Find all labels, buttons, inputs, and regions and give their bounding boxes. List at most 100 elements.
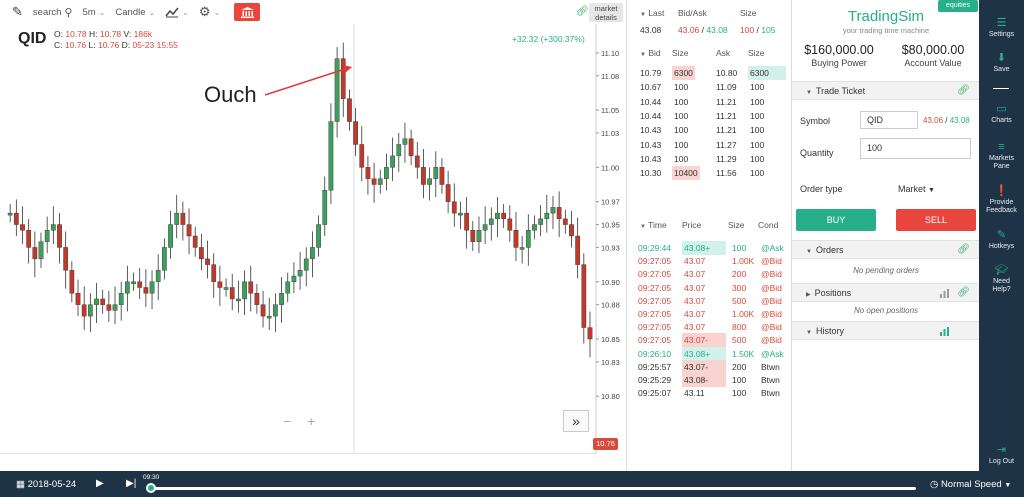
nav-charts[interactable]: ▭ Charts xyxy=(979,103,1024,125)
speed-selector[interactable]: ◷ Normal Speed ▼ xyxy=(930,479,1011,490)
nav-hotkeys[interactable]: ✎ Hotkeys xyxy=(979,229,1024,251)
nav-markets-label-1: Markets xyxy=(989,155,1014,162)
price-chart[interactable]: 11.10 11.08 11.05 11.03 11.00 10.97 10.95 10.93… xyxy=(0,24,627,454)
nav-markets-label-2: Pane xyxy=(993,163,1010,170)
pencil-icon[interactable]: ✎ xyxy=(12,4,23,19)
book-ask: 11.56 xyxy=(716,168,737,179)
buy-button[interactable]: BUY xyxy=(796,209,876,231)
interval-dropdown[interactable]: 5m ⌄ xyxy=(82,7,105,18)
nav-help[interactable]: 🎓︎ Need Help? xyxy=(979,264,1024,294)
candle-body xyxy=(408,138,414,157)
caret-down-icon: ▼ xyxy=(1004,482,1012,489)
trade-time: 09:27:05 xyxy=(638,335,672,346)
search-control[interactable]: search ⚲ xyxy=(33,6,73,19)
link-icon[interactable]: 🔗︎ xyxy=(957,85,970,96)
chart-settings-dropdown[interactable]: ⚙ ⌄ xyxy=(199,4,220,20)
bank-button[interactable] xyxy=(234,3,261,21)
symbol-input[interactable]: QID xyxy=(860,111,918,129)
candle-body xyxy=(260,304,266,317)
book-bid: 10.43 xyxy=(640,139,662,150)
y-tick-label: 10.97 xyxy=(601,198,620,207)
caret-down-icon: ▼ xyxy=(928,187,935,194)
bid-ask-header: Bid/Ask xyxy=(678,8,707,18)
collapse-triangle-icon[interactable]: ▼ xyxy=(640,12,646,18)
orders-section-header[interactable]: ▼ Orders 🔗︎ xyxy=(792,240,980,259)
trade-row: 09:25:57 43.07- 200 Btwn xyxy=(628,359,790,374)
nav-markets-pane[interactable]: ≡ Markets Pane xyxy=(979,141,1024,171)
indicators-dropdown[interactable]: ⌄ xyxy=(165,7,189,18)
orders-label: Orders xyxy=(815,245,844,255)
symbol-quote-separator: / xyxy=(943,116,950,125)
positions-section-header[interactable]: ▶ Positions 🔗︎ xyxy=(792,283,980,302)
candlestick-chart[interactable]: 11.10 11.08 11.05 11.03 11.00 10.97 10.95 10.93… xyxy=(0,24,627,454)
candle-body xyxy=(44,230,50,242)
nav-feedback[interactable]: ❗ Provide Feedback xyxy=(979,185,1024,215)
candle-body xyxy=(328,121,334,191)
nav-charts-label: Charts xyxy=(991,117,1012,124)
trade-ticket-label: Trade Ticket xyxy=(815,86,866,96)
link-icon[interactable]: 🔗︎ xyxy=(957,244,970,255)
trade-size: 800 xyxy=(732,322,747,333)
fast-forward-button[interactable]: » xyxy=(563,410,589,432)
search-icon[interactable]: ⚲ xyxy=(64,6,73,19)
ohlc-line-1: O: 10.78 H: 10.78 V: 186k xyxy=(54,29,178,40)
nav-logout[interactable]: ⇥ Log Out xyxy=(979,444,1024,466)
order-type-select[interactable]: Market ▼ xyxy=(898,184,935,194)
trade-price: 43.07- xyxy=(682,333,726,348)
market-details-button[interactable]: market details xyxy=(589,3,623,22)
save-icon: ⬇ xyxy=(996,52,1007,64)
y-tick-label: 10.85 xyxy=(601,335,620,344)
trade-ticket-section-header[interactable]: ▼ Trade Ticket 🔗︎ xyxy=(792,81,980,100)
nav-save-label: Save xyxy=(993,66,1010,73)
candle-body xyxy=(63,247,69,271)
step-forward-icon[interactable]: ▶| xyxy=(126,478,137,489)
playback-track[interactable] xyxy=(150,487,916,490)
bar-chart-icon[interactable] xyxy=(940,289,950,298)
candle-body xyxy=(199,247,204,260)
candle-body xyxy=(69,270,75,294)
trade-price: 43.07 xyxy=(684,309,706,319)
candle-body xyxy=(365,167,371,179)
playback-scrubber[interactable] xyxy=(146,483,156,493)
trade-cond: Btwn xyxy=(761,361,780,372)
link-icon[interactable]: 🔗︎ xyxy=(957,287,970,298)
candle-body xyxy=(155,270,161,282)
playback-date[interactable]: ▦ 2018-05-24 xyxy=(16,479,76,490)
zoom-out-button[interactable]: − xyxy=(283,413,292,429)
zoom-in-button[interactable]: + xyxy=(307,413,316,429)
nav-save[interactable]: ⬇ Save xyxy=(979,52,1024,74)
ts-size-header: Size xyxy=(728,220,745,230)
collapse-triangle-icon[interactable]: ▼ xyxy=(640,52,646,58)
quantity-input[interactable]: 100 xyxy=(860,138,971,159)
low-value: 10.76 xyxy=(98,40,120,50)
candle-body xyxy=(488,218,494,225)
history-section-header[interactable]: ▼ History xyxy=(792,321,980,340)
candle-body xyxy=(340,58,346,99)
link-icon[interactable]: 🔗︎ xyxy=(576,6,589,17)
book-ask: 10.80 xyxy=(716,68,738,78)
candle-body xyxy=(501,212,506,220)
candle-body xyxy=(211,264,217,282)
size-separator: / xyxy=(754,25,762,35)
trade-time: 09:26:10 xyxy=(638,348,672,359)
trade-cond: @Ask xyxy=(761,348,784,359)
chart-type-dropdown[interactable]: Candle ⌄ xyxy=(115,7,155,18)
history-bars-icon[interactable] xyxy=(940,327,950,336)
playback-date-label: 2018-05-24 xyxy=(27,479,77,490)
book-bid-size: 100 xyxy=(674,96,689,107)
candle-body xyxy=(347,98,352,122)
candle-body xyxy=(7,212,13,216)
collapse-triangle-icon[interactable]: ▼ xyxy=(640,224,646,230)
candle-body xyxy=(525,230,531,248)
volume-label: V: xyxy=(123,29,132,39)
nav-settings[interactable]: ☰ Settings xyxy=(979,17,1024,39)
book-ask-size: 6300 xyxy=(748,66,786,80)
order-type-value: Market xyxy=(898,184,926,194)
book-ask-header: Ask xyxy=(716,48,731,58)
play-icon[interactable]: ▶ xyxy=(96,478,104,489)
book-ask-size: 100 xyxy=(750,139,765,150)
alert-icon: ❗ xyxy=(994,185,1009,197)
sell-button[interactable]: SELL xyxy=(896,209,976,231)
candle-body xyxy=(242,281,247,300)
